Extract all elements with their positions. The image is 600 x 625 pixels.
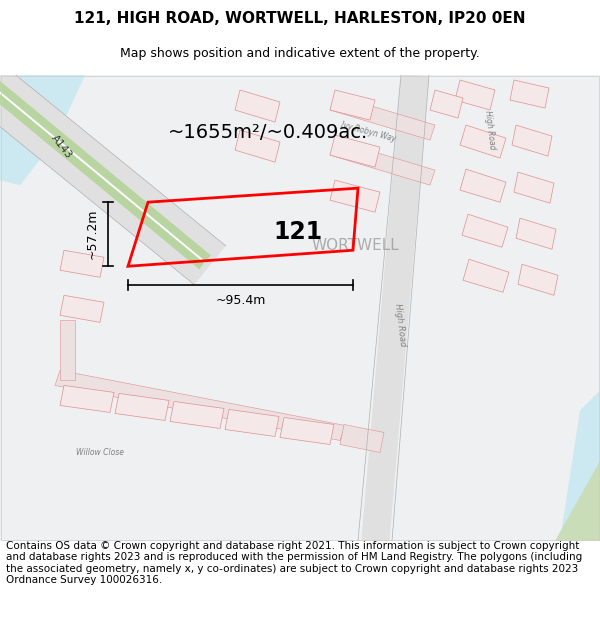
- Text: WORTWELL: WORTWELL: [311, 238, 399, 252]
- Text: Contains OS data © Crown copyright and database right 2021. This information is : Contains OS data © Crown copyright and d…: [6, 541, 582, 586]
- Polygon shape: [0, 51, 226, 284]
- Polygon shape: [361, 74, 429, 547]
- Polygon shape: [512, 125, 552, 156]
- Text: High Road: High Road: [483, 110, 497, 150]
- Polygon shape: [516, 218, 556, 249]
- Text: Ivy Robyn Way: Ivy Robyn Way: [340, 121, 397, 144]
- Polygon shape: [60, 295, 104, 322]
- Text: ~1655m²/~0.409ac.: ~1655m²/~0.409ac.: [168, 122, 368, 142]
- Polygon shape: [60, 386, 114, 412]
- Text: A143: A143: [50, 133, 74, 161]
- Polygon shape: [555, 461, 600, 541]
- Polygon shape: [510, 80, 549, 108]
- Text: ~57.2m: ~57.2m: [86, 209, 98, 259]
- Polygon shape: [330, 180, 380, 212]
- Polygon shape: [514, 172, 554, 203]
- Polygon shape: [340, 424, 384, 452]
- Polygon shape: [330, 90, 375, 120]
- Polygon shape: [463, 259, 509, 292]
- Polygon shape: [280, 418, 334, 444]
- Polygon shape: [330, 95, 435, 140]
- Polygon shape: [225, 409, 279, 436]
- Polygon shape: [115, 393, 169, 421]
- Polygon shape: [235, 90, 280, 122]
- Polygon shape: [560, 391, 600, 541]
- Polygon shape: [330, 140, 435, 185]
- Text: 121: 121: [274, 220, 323, 244]
- Polygon shape: [518, 264, 558, 295]
- Polygon shape: [330, 135, 380, 167]
- Text: Willow Close: Willow Close: [76, 448, 124, 457]
- Polygon shape: [60, 321, 75, 381]
- Polygon shape: [455, 80, 495, 110]
- Polygon shape: [460, 169, 506, 202]
- Text: ~95.4m: ~95.4m: [215, 294, 266, 307]
- Polygon shape: [0, 71, 206, 263]
- Text: High Road: High Road: [393, 303, 407, 348]
- Polygon shape: [55, 371, 345, 441]
- Polygon shape: [430, 90, 463, 118]
- Polygon shape: [170, 401, 224, 429]
- Polygon shape: [462, 214, 508, 248]
- Polygon shape: [0, 65, 211, 269]
- Text: Map shows position and indicative extent of the property.: Map shows position and indicative extent…: [120, 48, 480, 61]
- Polygon shape: [460, 125, 506, 158]
- Polygon shape: [0, 75, 85, 185]
- Polygon shape: [235, 130, 280, 162]
- Text: 121, HIGH ROAD, WORTWELL, HARLESTON, IP20 0EN: 121, HIGH ROAD, WORTWELL, HARLESTON, IP2…: [74, 11, 526, 26]
- Polygon shape: [60, 250, 104, 278]
